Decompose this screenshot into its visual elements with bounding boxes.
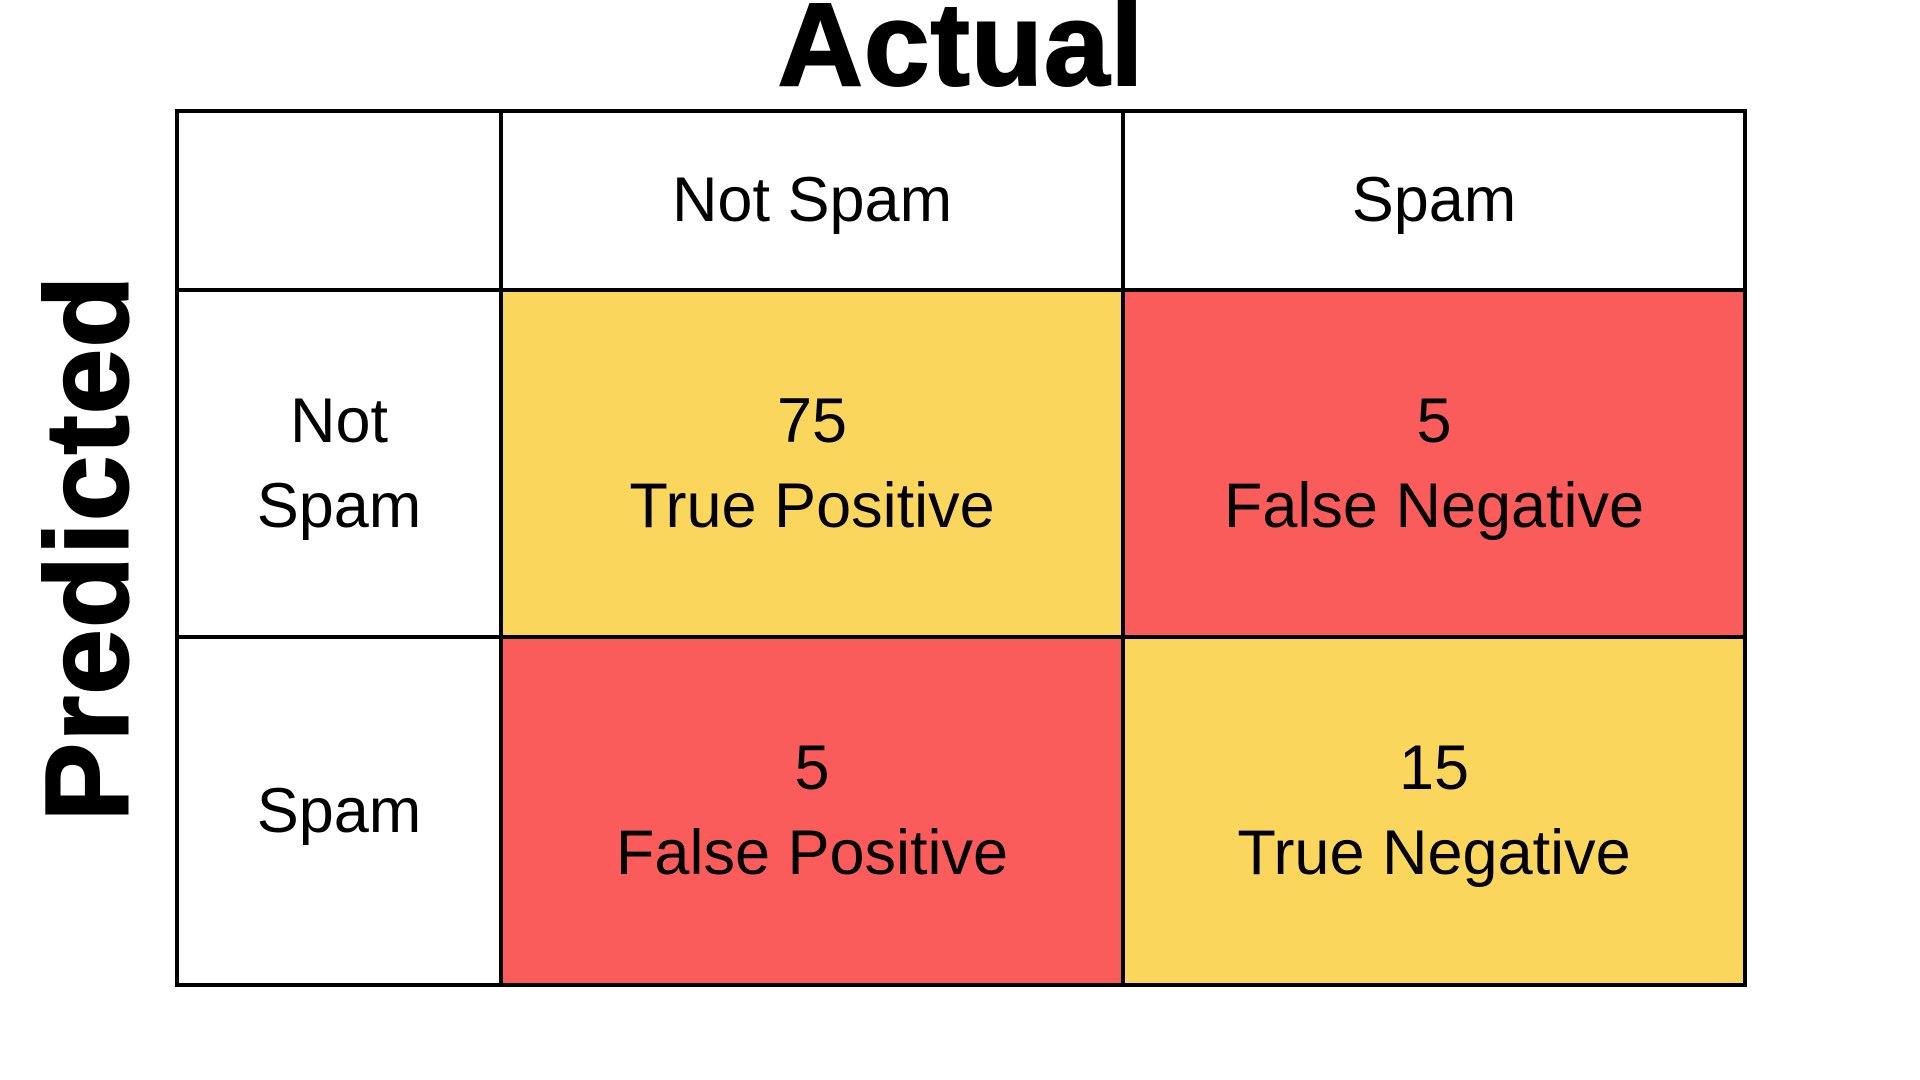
cell-true-positive-label: True Positive <box>629 470 995 541</box>
cell-true-positive: 75 True Positive <box>503 292 1121 635</box>
cell-true-negative-label: True Negative <box>1237 818 1631 888</box>
row-header-not-spam-label: Not Spam <box>256 385 422 541</box>
cell-false-negative: 5 False Negative <box>1125 292 1743 635</box>
y-axis-title-predicted: Predicted <box>21 274 155 823</box>
cell-false-negative-value: 5 <box>1416 385 1452 456</box>
y-axis-title-container: Predicted <box>0 109 175 987</box>
row-header-spam: Spam <box>179 639 499 983</box>
column-header-spam: Spam <box>1125 113 1743 288</box>
cell-false-negative-label: False Negative <box>1223 470 1645 541</box>
cell-true-negative: 15 True Negative <box>1125 639 1743 983</box>
cell-true-positive-value: 75 <box>776 385 848 456</box>
x-axis-title-actual: Actual <box>777 0 1145 111</box>
row-header-spam-label: Spam <box>256 775 422 846</box>
row-header-not-spam: Not Spam <box>179 292 499 635</box>
column-header-not-spam: Not Spam <box>503 113 1121 288</box>
cell-true-negative-value: 15 <box>1398 733 1470 803</box>
confusion-matrix-table: Not Spam Spam Not Spam 75 True Positive … <box>175 109 1747 987</box>
cell-false-positive: 5 False Positive <box>503 639 1121 983</box>
corner-cell <box>179 113 499 288</box>
cell-false-positive-value: 5 <box>794 733 830 803</box>
cell-false-positive-label: False Positive <box>615 818 1009 888</box>
